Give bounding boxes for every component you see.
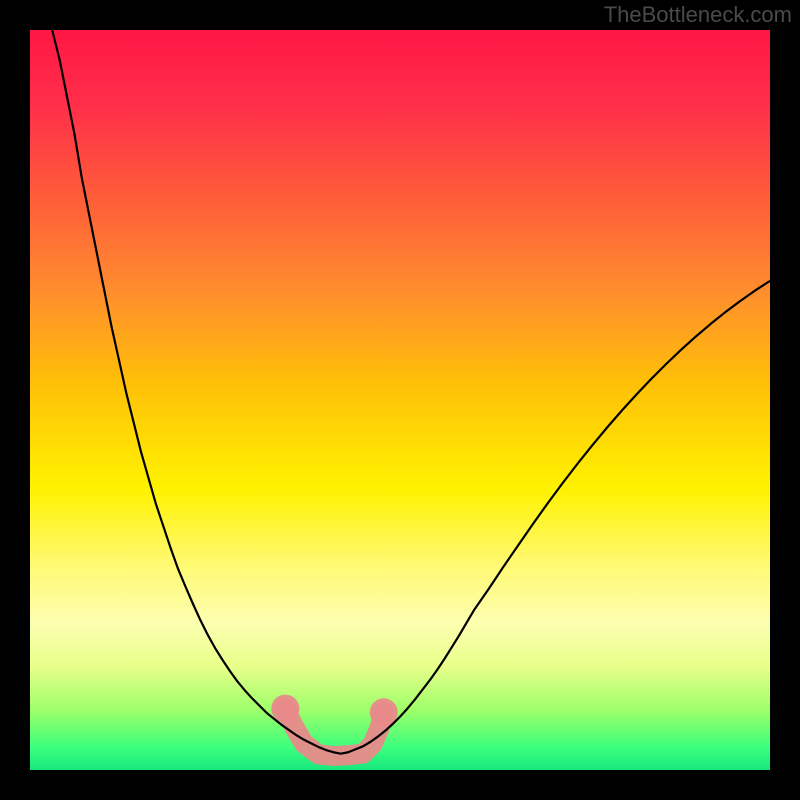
- highlight-endcap-0: [271, 695, 299, 723]
- chart-svg: [30, 30, 770, 770]
- watermark-text: TheBottleneck.com: [604, 2, 792, 28]
- chart-container: [30, 30, 770, 770]
- chart-background: [30, 30, 770, 770]
